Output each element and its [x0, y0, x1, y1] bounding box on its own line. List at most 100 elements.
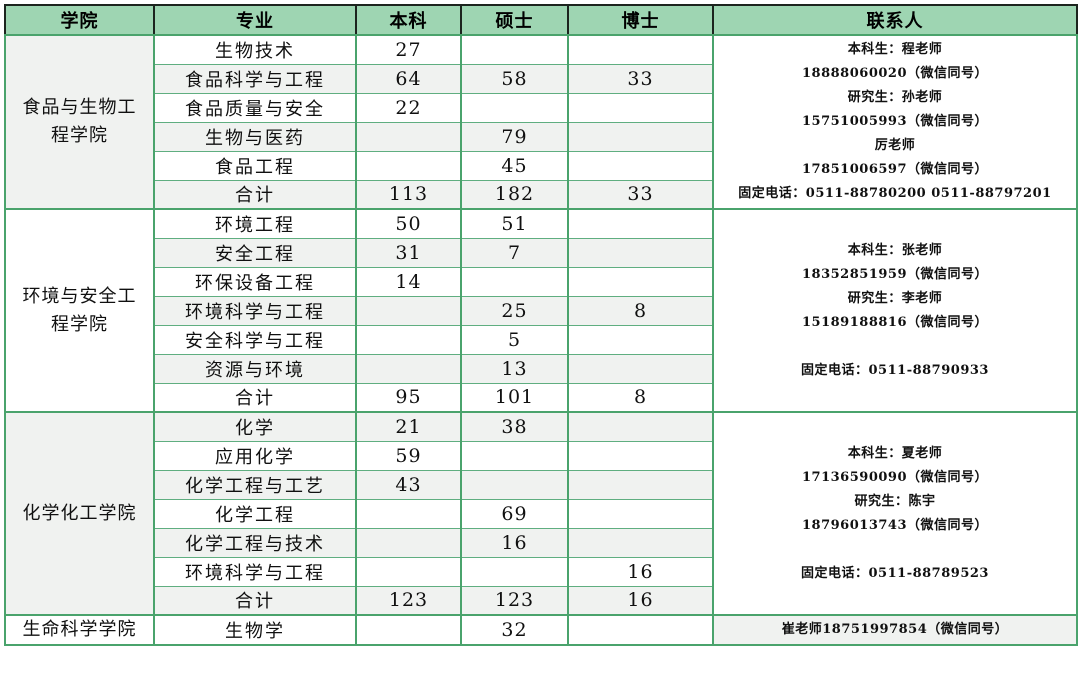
col-header-undergraduate: 本科	[355, 4, 462, 36]
contact-cell: 本科生：张老师 18352851959（微信同号） 研究生：李老师 151891888…	[712, 208, 1078, 413]
master-count-cell	[460, 92, 569, 123]
undergraduate-count-cell	[355, 527, 462, 558]
contact-cell: 本科生：程老师 18888060020（微信同号） 研究生：孙老师 157510059…	[712, 34, 1078, 210]
table-row: 安全工程 31 7	[5, 237, 1077, 268]
contact-cell: 本科生：夏老师 17136590090（微信同号） 研究生：陈宇 1879601374…	[712, 411, 1078, 616]
major-cell: 环境科学与工程	[153, 556, 357, 587]
col-header-contact: 联系人	[712, 4, 1078, 36]
table-row: 食品工程 45	[5, 150, 1077, 181]
contact-line: 固定电话：0511-88789523	[801, 565, 989, 581]
undergraduate-count-cell: 64	[355, 63, 462, 94]
master-count-cell: 32	[460, 614, 569, 646]
major-cell: 资源与环境	[153, 353, 357, 384]
col-header-doctoral: 博士	[567, 4, 714, 36]
table-row: 生物与医药 79	[5, 121, 1077, 152]
contact-line: 18888060020（微信同号）	[802, 66, 988, 81]
doctoral-count-cell	[567, 324, 714, 355]
master-count-cell: 5	[460, 324, 569, 355]
master-count-cell: 16	[460, 527, 569, 558]
table-row: 应用化学 59	[5, 440, 1077, 471]
col-header-master: 硕士	[460, 4, 569, 36]
doctoral-count-cell	[567, 121, 714, 152]
master-count-cell: 13	[460, 353, 569, 384]
major-cell: 安全科学与工程	[153, 324, 357, 355]
master-count-cell	[460, 440, 569, 471]
master-count-cell: 123	[460, 585, 569, 616]
contact-line: 研究生：孙老师	[847, 90, 943, 105]
contact-line: 固定电话：0511-88780200 0511-88797201	[738, 186, 1052, 201]
doctoral-count-cell	[567, 266, 714, 297]
major-cell: 生物学	[153, 614, 357, 646]
doctoral-count-cell	[567, 614, 714, 646]
major-cell: 食品科学与工程	[153, 63, 357, 94]
table-row: 环境与安全工程学院 环境工程 50 51 本科生：张老师 18352851959（微信同号…	[4, 208, 1078, 413]
table-row: 环境科学与工程 25 8	[5, 295, 1077, 326]
undergraduate-count-cell: 31	[355, 237, 462, 268]
doctoral-count-cell	[567, 411, 714, 442]
undergraduate-count-cell: 14	[355, 266, 462, 297]
master-count-cell: 101	[460, 382, 569, 413]
undergraduate-count-cell	[355, 295, 462, 326]
undergraduate-count-cell	[355, 121, 462, 152]
major-cell: 应用化学	[153, 440, 357, 471]
table-row: 环保设备工程 14	[5, 266, 1077, 297]
master-count-cell	[460, 266, 569, 297]
undergraduate-count-cell	[355, 324, 462, 355]
major-cell: 合计	[153, 585, 357, 616]
doctoral-count-cell	[567, 353, 714, 384]
contact-line	[720, 335, 1070, 359]
doctoral-count-cell: 8	[567, 382, 714, 413]
doctoral-count-cell: 16	[567, 556, 714, 587]
undergraduate-count-cell	[355, 498, 462, 529]
contact-line: 15751005993（微信同号）	[802, 114, 988, 129]
master-count-cell: 79	[460, 121, 569, 152]
major-cell: 化学	[153, 411, 357, 442]
header-row: 学院 专业 本科 硕士 博士 联系人	[4, 4, 1078, 36]
undergraduate-count-cell: 50	[355, 208, 462, 239]
table-row: 合计 123 123 16	[5, 585, 1077, 616]
major-cell: 环境工程	[153, 208, 357, 239]
master-count-cell: 58	[460, 63, 569, 94]
col-header-major: 专业	[153, 4, 357, 36]
doctoral-count-cell	[567, 469, 714, 500]
doctoral-count-cell	[567, 237, 714, 268]
table-row: 食品与生物工程学院 生物技术 27 本科生：程老师 18888060020（微信同号） 研…	[4, 34, 1078, 210]
major-cell: 合计	[153, 179, 357, 210]
master-count-cell	[460, 34, 569, 65]
doctoral-count-cell	[567, 208, 714, 239]
undergraduate-count-cell: 43	[355, 469, 462, 500]
major-cell: 食品质量与安全	[153, 92, 357, 123]
master-count-cell: 7	[460, 237, 569, 268]
undergraduate-count-cell	[355, 353, 462, 384]
master-count-cell	[460, 469, 569, 500]
doctoral-count-cell: 33	[567, 63, 714, 94]
master-count-cell: 69	[460, 498, 569, 529]
contact-line: 18352851959（微信同号）	[802, 266, 988, 282]
doctoral-count-cell	[567, 527, 714, 558]
contact-line: 15189188816（微信同号）	[802, 314, 988, 330]
contact-line: 研究生：李老师	[847, 290, 943, 306]
contact-line	[720, 538, 1070, 562]
contact-line: 崔老师18751997854（微信同号）	[781, 622, 1009, 637]
major-cell: 生物与医药	[153, 121, 357, 152]
undergraduate-count-cell: 113	[355, 179, 462, 210]
major-cell: 环境科学与工程	[153, 295, 357, 326]
table-row: 化学工程 69	[5, 498, 1077, 529]
undergraduate-count-cell	[355, 556, 462, 587]
doctoral-count-cell	[567, 150, 714, 181]
table-row: 安全科学与工程 5	[5, 324, 1077, 355]
master-count-cell: 38	[460, 411, 569, 442]
contact-line: 固定电话：0511-88790933	[801, 362, 989, 378]
doctoral-count-cell: 16	[567, 585, 714, 616]
master-count-cell: 182	[460, 179, 569, 210]
undergraduate-count-cell: 21	[355, 411, 462, 442]
enrollment-table: 学院 专业 本科 硕士 博士 联系人 食品与生物工程学院 生物技术 27 本科生：程老…	[4, 4, 1078, 646]
table-row: 生命科学学院 生物学 32 崔老师18751997854（微信同号）	[4, 614, 1078, 646]
table-row: 化学化工学院 化学 21 38 本科生：夏老师 17136590090（微信同号） 研究生：…	[4, 411, 1078, 616]
table-row: 环境科学与工程 16	[5, 556, 1077, 587]
col-header-college: 学院	[4, 4, 155, 36]
doctoral-count-cell: 33	[567, 179, 714, 210]
college-cell: 化学化工学院	[4, 411, 155, 616]
undergraduate-count-cell	[355, 150, 462, 181]
master-count-cell	[460, 556, 569, 587]
